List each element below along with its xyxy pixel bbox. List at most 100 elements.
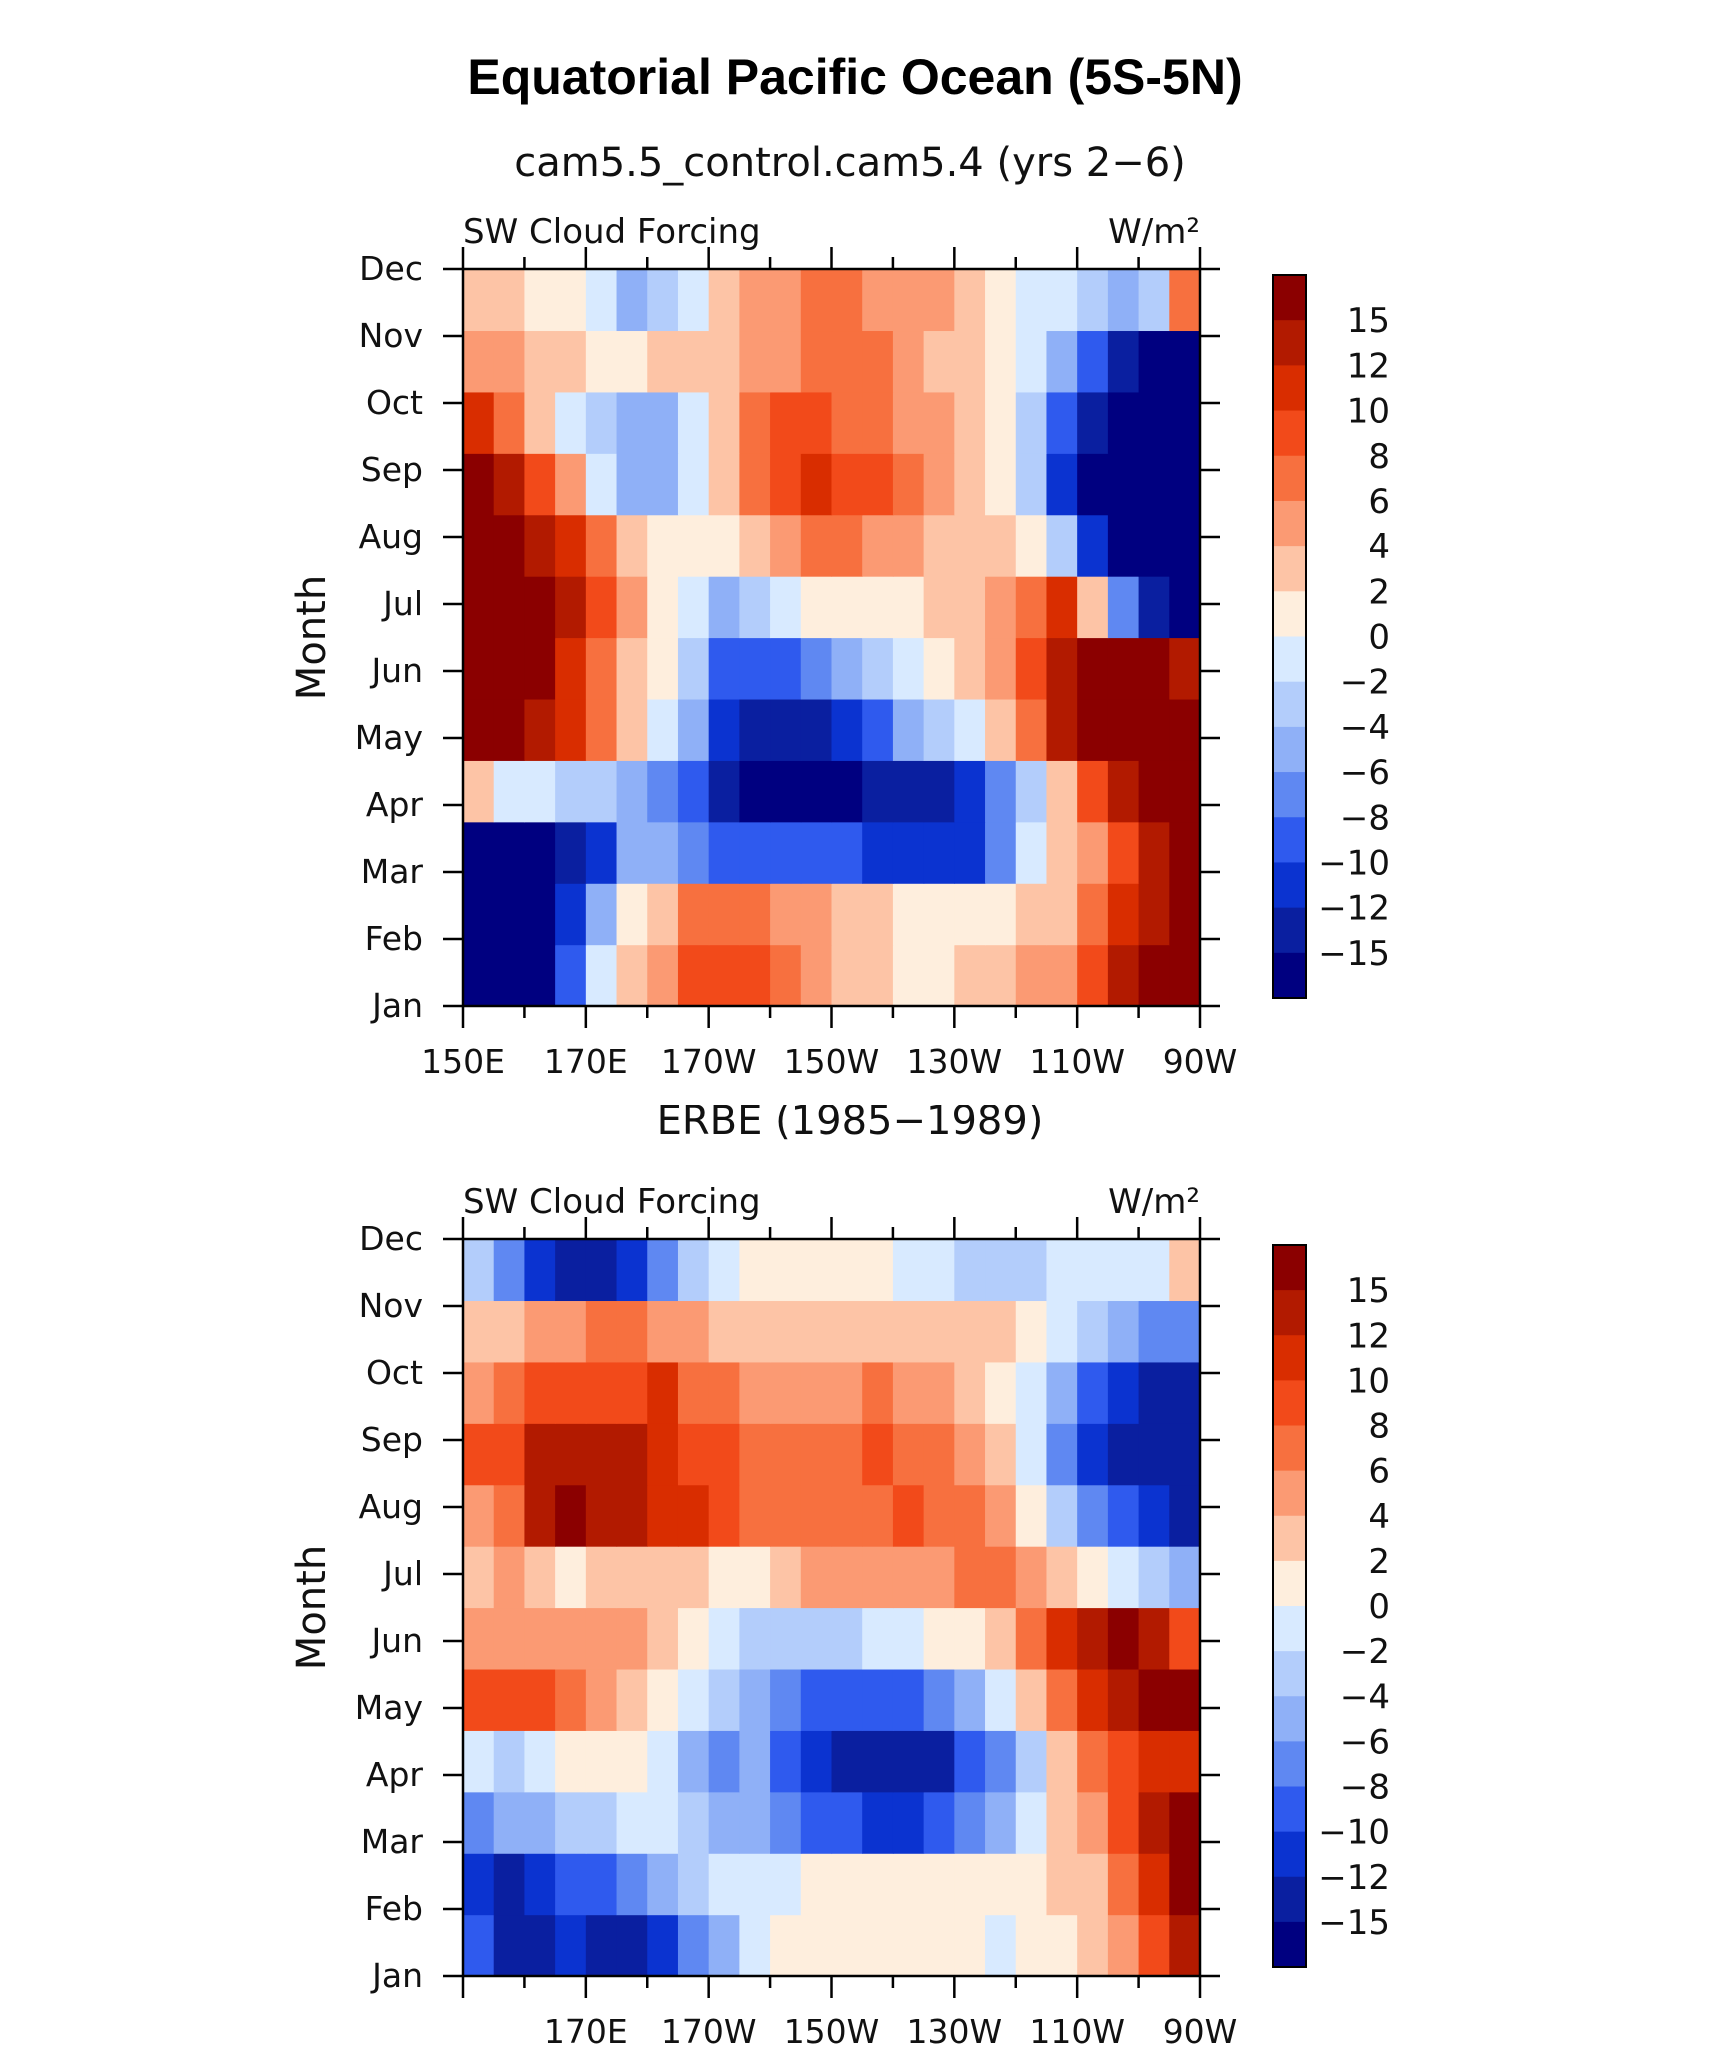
heatmap-cell [524,1668,556,1731]
heatmap-cell [616,269,648,332]
heatmap-cell [1169,1730,1201,1793]
panel-left-label: SW Cloud Forcing [463,212,761,252]
colorbar-label: −8 [1340,798,1390,838]
colorbar-label: −10 [1318,843,1390,883]
heatmap-cell [1107,514,1140,577]
heatmap-cell [1015,1484,1048,1547]
heatmap-cell [1169,1791,1201,1854]
heatmap-cell [493,1361,526,1424]
heatmap-cell [800,1853,833,1916]
heatmap-cell [1015,330,1048,393]
heatmap-cell [1046,698,1078,761]
heatmap-cell [677,1361,710,1424]
heatmap-cell [708,391,740,454]
heatmap-cell [555,1300,587,1363]
heatmap-cell [1107,1423,1140,1486]
heatmap-cell [463,330,495,393]
heatmap-cell [800,698,833,761]
heatmap-cell [1046,514,1078,577]
heatmap-cell [862,330,894,393]
heatmap-cell [524,1914,556,1977]
heatmap-cell [677,637,710,700]
heatmap-cell [1077,1607,1109,1670]
colorbar-label: 8 [1368,437,1390,477]
heatmap-cell [708,1791,740,1854]
heatmap-cell [770,1853,802,1916]
x-tick-label: 110W [1029,2012,1125,2051]
heatmap-cell [1138,944,1170,1007]
heatmap-cell [1107,1791,1140,1854]
heatmap-cell [954,1853,986,1916]
heatmap-cell [463,269,495,332]
heatmap-cell [708,453,740,516]
heatmap-cell [800,330,833,393]
heatmap-cell [677,1546,710,1609]
heatmap-cell [862,1546,894,1609]
heatmap-cell [524,330,556,393]
heatmap-cell [1015,1607,1048,1670]
heatmap-cell [831,1300,863,1363]
heatmap-cell [739,760,771,823]
heatmap-cell [524,944,556,1007]
heatmap-cell [677,514,710,577]
colorbar-box [1273,1921,1306,1968]
heatmap-cell [739,330,771,393]
heatmap-cell [677,1791,710,1854]
heatmap-cell [862,637,894,700]
heatmap-cell [555,1853,587,1916]
heatmap-cell [616,760,648,823]
heatmap-cell [1107,1239,1140,1302]
heatmap-cell [555,269,587,332]
heatmap-cell [739,453,771,516]
heatmap-cell [677,944,710,1007]
heatmap-cell [463,1668,495,1731]
heatmap-cell [524,698,556,761]
heatmap-cell [463,1300,495,1363]
heatmap-cell [677,1423,710,1486]
heatmap-cell [923,576,955,639]
heatmap-cell [1015,698,1048,761]
heatmap-cell [1107,637,1140,700]
heatmap-cell [677,1914,710,1977]
heatmap-cell [585,1914,618,1977]
heatmap-cell [1169,1484,1201,1547]
heatmap-cell [1015,576,1048,639]
heatmap-cell [923,1730,955,1793]
heatmap-cell [985,1300,1017,1363]
heatmap-cell [862,1239,894,1302]
heatmap-cell [616,330,648,393]
heatmap-cell [1169,1239,1201,1302]
heatmap-cell [555,1668,587,1731]
colorbar-box [1273,455,1306,502]
heatmap-cell [1138,1668,1170,1731]
heatmap-cell [831,453,863,516]
heatmap-cell [954,453,986,516]
heatmap-cell [831,1607,863,1670]
heatmap-cell [616,698,648,761]
heatmap-cell [862,944,894,1007]
heatmap-cell [493,1239,526,1302]
heatmap-cell [647,821,679,884]
heatmap-cell [985,1791,1017,1854]
heatmap-cell [493,1853,526,1916]
heatmap-cell [1169,1668,1201,1731]
heatmap-cell [800,1239,833,1302]
heatmap-cell [1015,391,1048,454]
heatmap-cell [954,330,986,393]
heatmap-cell [831,576,863,639]
heatmap-cell [524,514,556,577]
heatmap-cell [524,760,556,823]
heatmap-cell [677,883,710,946]
heatmap-cell [770,269,802,332]
heatmap-cell [647,1730,679,1793]
heatmap-cell [770,821,802,884]
heatmap-cell [739,1730,771,1793]
heatmap-cell [739,269,771,332]
heatmap-cell [463,453,495,516]
heatmap-cell [616,1361,648,1424]
colorbar-box [1273,1741,1306,1788]
heatmap-cell [1138,637,1170,700]
colorbar-label: 12 [1347,346,1390,386]
colorbar-label: −15 [1318,934,1390,974]
y-tick-label: Dec [359,249,423,288]
